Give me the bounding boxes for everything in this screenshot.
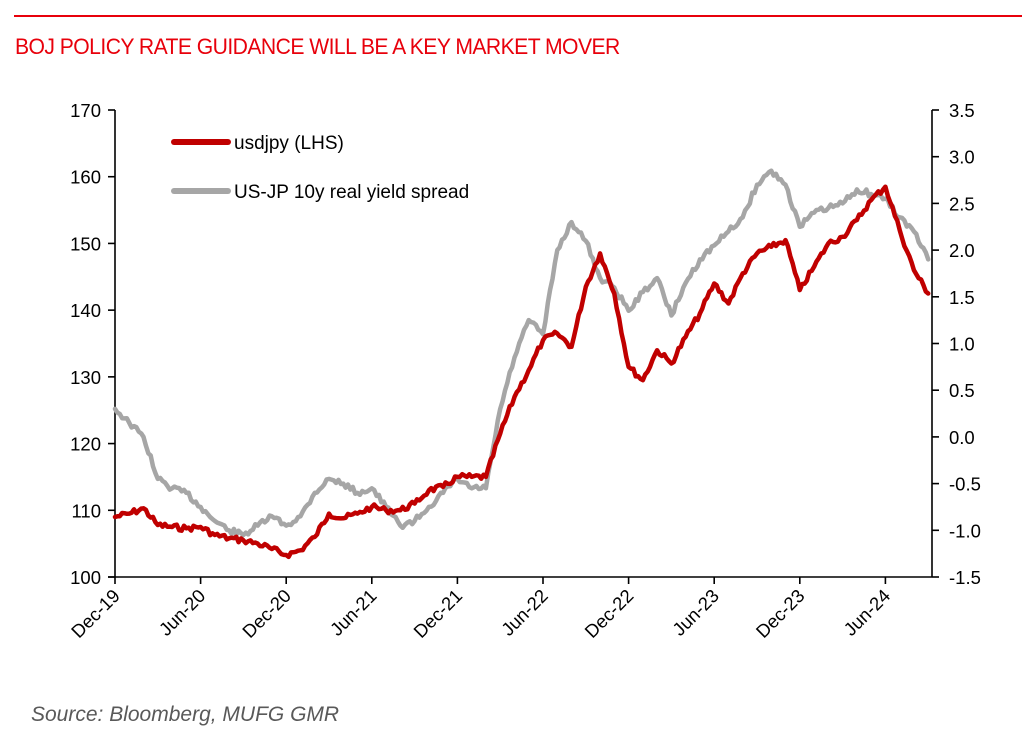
legend-label-spread: US-JP 10y real yield spread: [234, 182, 469, 203]
axes: 100 110 120 130 140 150 160 170 -1.5 -1.0 -0.5 0.0 0…: [67, 100, 981, 642]
right-axis-tick-label: -1.0: [949, 520, 981, 541]
x-axis-tick-label: Dec-20: [238, 585, 295, 642]
left-axis-tick-label: 140: [70, 300, 101, 321]
left-axis-tick-label: 120: [70, 434, 101, 455]
x-axis-tick-label: Dec-19: [67, 585, 124, 642]
left-axis-tick-label: 150: [70, 233, 101, 254]
x-axis-tick-label: Dec-21: [409, 585, 466, 642]
left-axis-tick-label: 170: [70, 100, 101, 121]
top-rule: [14, 15, 1022, 17]
left-axis-tick-label: 130: [70, 367, 101, 388]
right-axis-tick-label: 3.0: [949, 147, 975, 168]
x-axis-tick-label: Jun-22: [497, 585, 552, 640]
x-axis-tick-label: Jun-21: [326, 585, 381, 640]
source-note: Source: Bloomberg, MUFG GMR: [31, 703, 340, 726]
series-layer: [112, 168, 931, 560]
right-axis-tick-label: -0.5: [949, 474, 981, 495]
x-axis-tick-label: Dec-22: [580, 585, 637, 642]
x-axis-tick-label: Jun-20: [155, 585, 210, 640]
legend: usdjpy (LHS) US-JP 10y real yield spread: [171, 133, 469, 203]
right-axis-tick-label: 0.5: [949, 380, 975, 401]
left-axis-tick-label: 160: [70, 167, 101, 188]
right-axis-tick-label: 1.0: [949, 334, 975, 355]
x-axis-tick-label: Dec-23: [752, 585, 809, 642]
x-axis-tick-label: Jun-23: [668, 585, 723, 640]
right-axis-tick-label: 2.5: [949, 193, 975, 214]
series-line-usdjpy: [112, 184, 931, 560]
chart-title: BOJ POLICY RATE GUIDANCE WILL BE A KEY M…: [15, 34, 620, 59]
right-axis-tick-label: 0.0: [949, 427, 975, 448]
right-axis-tick-label: -1.5: [949, 567, 981, 588]
right-axis-tick-label: 2.0: [949, 240, 975, 261]
right-axis-tick-label: 1.5: [949, 287, 975, 308]
right-axis-tick-label: 3.5: [949, 100, 975, 121]
left-axis-tick-label: 100: [70, 567, 101, 588]
series-line-spread: [112, 168, 931, 538]
legend-label-usdjpy: usdjpy (LHS): [234, 133, 344, 154]
x-axis-tick-label: Jun-24: [839, 585, 894, 640]
left-axis-tick-label: 110: [72, 500, 102, 521]
